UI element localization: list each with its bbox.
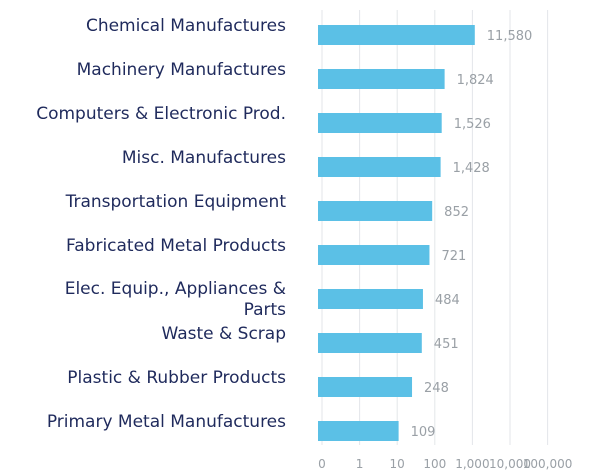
category-label: Plastic & Rubber Products: [67, 368, 286, 388]
x-tick-label: 1: [356, 457, 364, 471]
value-label: 852: [444, 205, 469, 220]
value-label: 484: [435, 293, 460, 308]
value-label: 11,580: [487, 29, 532, 44]
value-labels: 11,580 1,824 1,526 1,428 852 721 484 451 248 109: [411, 29, 533, 440]
x-tick-label: 1,000: [455, 457, 489, 471]
bar: [318, 377, 413, 397]
x-tick-label: 10,000: [489, 457, 531, 471]
value-label: 1,428: [453, 161, 490, 176]
value-label: 109: [411, 425, 436, 440]
category-labels: Chemical Manufactures Machinery Manufactu…: [36, 16, 286, 432]
x-tick-label: 0: [318, 457, 326, 471]
bar: [318, 25, 475, 45]
category-label: Computers & Electronic Prod.: [36, 104, 286, 124]
category-label: Fabricated Metal Products: [66, 236, 286, 256]
category-label: Chemical Manufactures: [86, 16, 286, 36]
value-label: 451: [434, 337, 459, 352]
bar: [318, 157, 441, 177]
category-label: Machinery Manufactures: [77, 60, 287, 80]
category-label: Misc. Manufactures: [122, 148, 286, 168]
bar: [318, 69, 445, 89]
x-tick-label: 10: [390, 457, 405, 471]
value-label: 1,526: [454, 117, 491, 132]
value-label: 721: [441, 249, 466, 264]
category-label: Primary Metal Manufactures: [47, 412, 286, 432]
category-label: Waste & Scrap: [161, 324, 286, 344]
bar: [318, 333, 422, 353]
x-tick-label: 100,000: [523, 457, 573, 471]
value-label: 1,824: [457, 73, 494, 88]
bar: [318, 113, 442, 133]
bar: [318, 245, 430, 265]
category-label: Transportation Equipment: [65, 192, 287, 212]
bar: [318, 421, 399, 441]
bar: [318, 201, 433, 221]
bar: [318, 289, 423, 309]
x-tick-label: 100: [423, 457, 446, 471]
bars: [318, 25, 475, 441]
value-label: 248: [424, 381, 449, 396]
category-label: Elec. Equip., Appliances & Parts: [65, 279, 286, 320]
